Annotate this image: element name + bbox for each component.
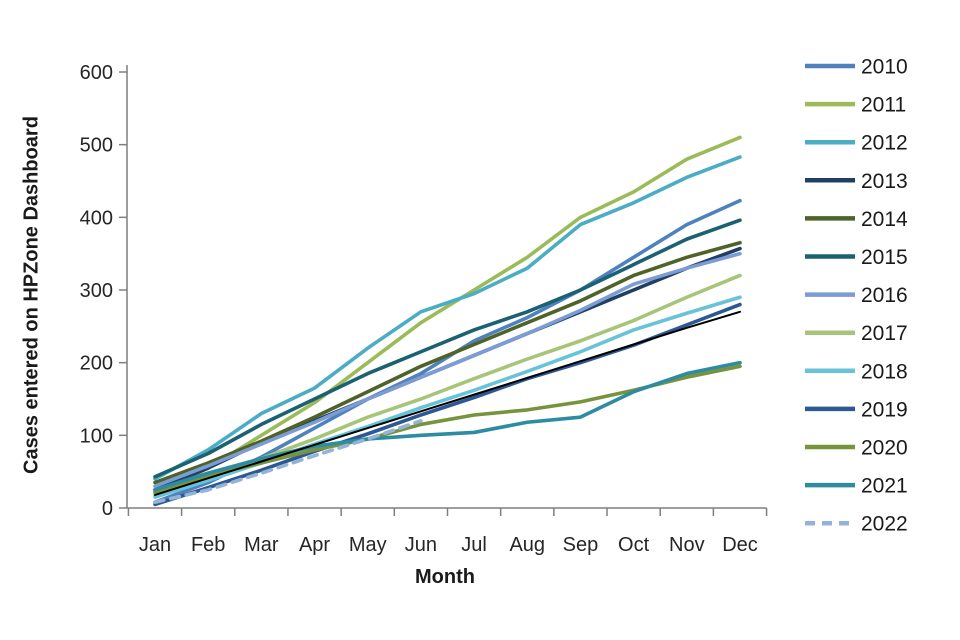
- series-line-2010: [153, 198, 742, 504]
- x-tick-label: Jun: [405, 534, 437, 556]
- legend-label-2012: 2012: [861, 132, 908, 155]
- series-line-2013: [153, 246, 742, 492]
- x-tick-label: Apr: [299, 534, 330, 556]
- x-tick-label: Aug: [509, 534, 545, 556]
- legend-label-2014: 2014: [861, 208, 908, 231]
- legend-label-2010: 2010: [861, 56, 908, 79]
- x-tick-label: Jul: [461, 534, 487, 556]
- series-line-2014: [153, 240, 742, 485]
- x-tick-label: May: [349, 534, 387, 556]
- legend-label-2015: 2015: [861, 246, 908, 269]
- x-axis-title: Month: [415, 566, 475, 588]
- y-tick-label: 500: [80, 135, 113, 157]
- legend-label-2017: 2017: [861, 322, 908, 345]
- series-line-2022: [153, 418, 423, 504]
- legend-label-2019: 2019: [861, 398, 908, 421]
- y-tick-label: 300: [80, 280, 113, 302]
- y-tick-label: 200: [80, 353, 113, 375]
- x-tick-label: Mar: [244, 534, 279, 556]
- y-axis-title: Cases entered on HPZone Dashboard: [20, 116, 43, 474]
- series-line-2016: [153, 251, 742, 489]
- x-tick-label: Sep: [563, 534, 599, 556]
- x-tick-label: Oct: [618, 534, 650, 556]
- y-tick-label: 400: [80, 207, 113, 229]
- legend-label-2020: 2020: [861, 437, 908, 460]
- x-tick-label: Nov: [669, 534, 705, 556]
- legend-label-2011: 2011: [861, 94, 906, 117]
- series-line-2012: [153, 155, 742, 481]
- series-line-2015: [153, 218, 742, 479]
- series-line-2019: [153, 302, 742, 507]
- y-tick-label: 100: [80, 425, 113, 447]
- series-line-2011: [153, 135, 742, 496]
- x-tick-label: Dec: [722, 534, 758, 556]
- legend-label-2013: 2013: [861, 170, 908, 193]
- legend-label-2016: 2016: [861, 284, 908, 307]
- legend-label-2021: 2021: [861, 475, 908, 498]
- series-line-2021: [153, 360, 742, 492]
- x-tick-label: Jan: [139, 534, 171, 556]
- legend-label-2022: 2022: [861, 513, 908, 536]
- y-tick-label: 600: [80, 62, 113, 84]
- series-line-trend-line: [154, 310, 741, 496]
- legend-label-2018: 2018: [861, 360, 908, 383]
- x-tick-label: Feb: [191, 534, 225, 556]
- y-tick-label: 0: [102, 498, 113, 520]
